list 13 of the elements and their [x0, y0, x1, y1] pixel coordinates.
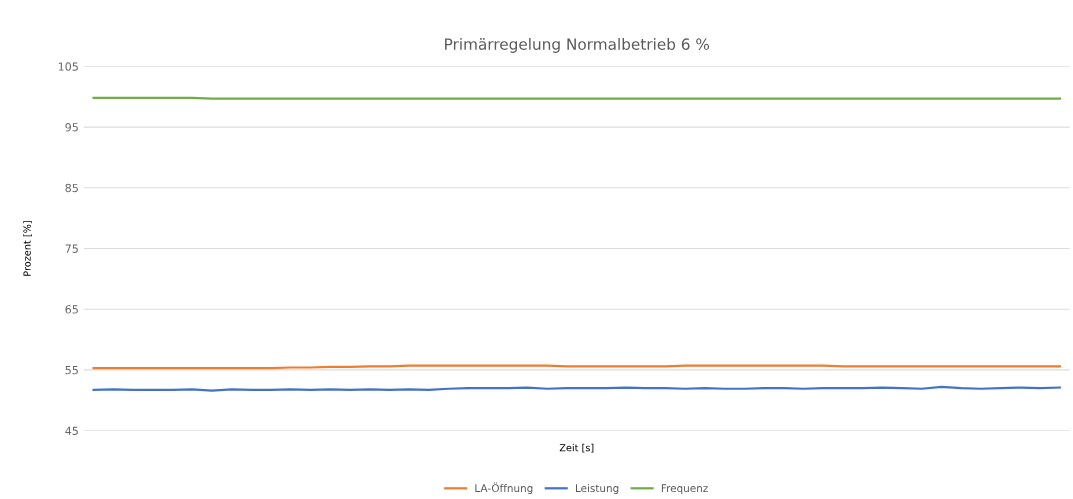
y-tick-label: 65 — [65, 305, 78, 314]
chart-title: Primärregelung Normalbetrieb 6 % — [445, 38, 710, 53]
legend-label: LA-Öffnung — [475, 482, 533, 495]
y-tick-label: 55 — [65, 366, 78, 375]
x-axis-title: Zeit [s] — [559, 443, 594, 453]
y-tick-label: 75 — [65, 244, 78, 253]
y-tick-label: 85 — [65, 183, 78, 193]
y-axis-title: Prozent [%] — [23, 221, 32, 276]
y-tick-label: 95 — [65, 123, 78, 132]
y-tick-label: 105 — [58, 62, 78, 71]
legend-label: Leistung — [575, 484, 619, 495]
y-tick-label: 45 — [65, 426, 78, 436]
legend-label: Frequenz — [661, 484, 708, 495]
